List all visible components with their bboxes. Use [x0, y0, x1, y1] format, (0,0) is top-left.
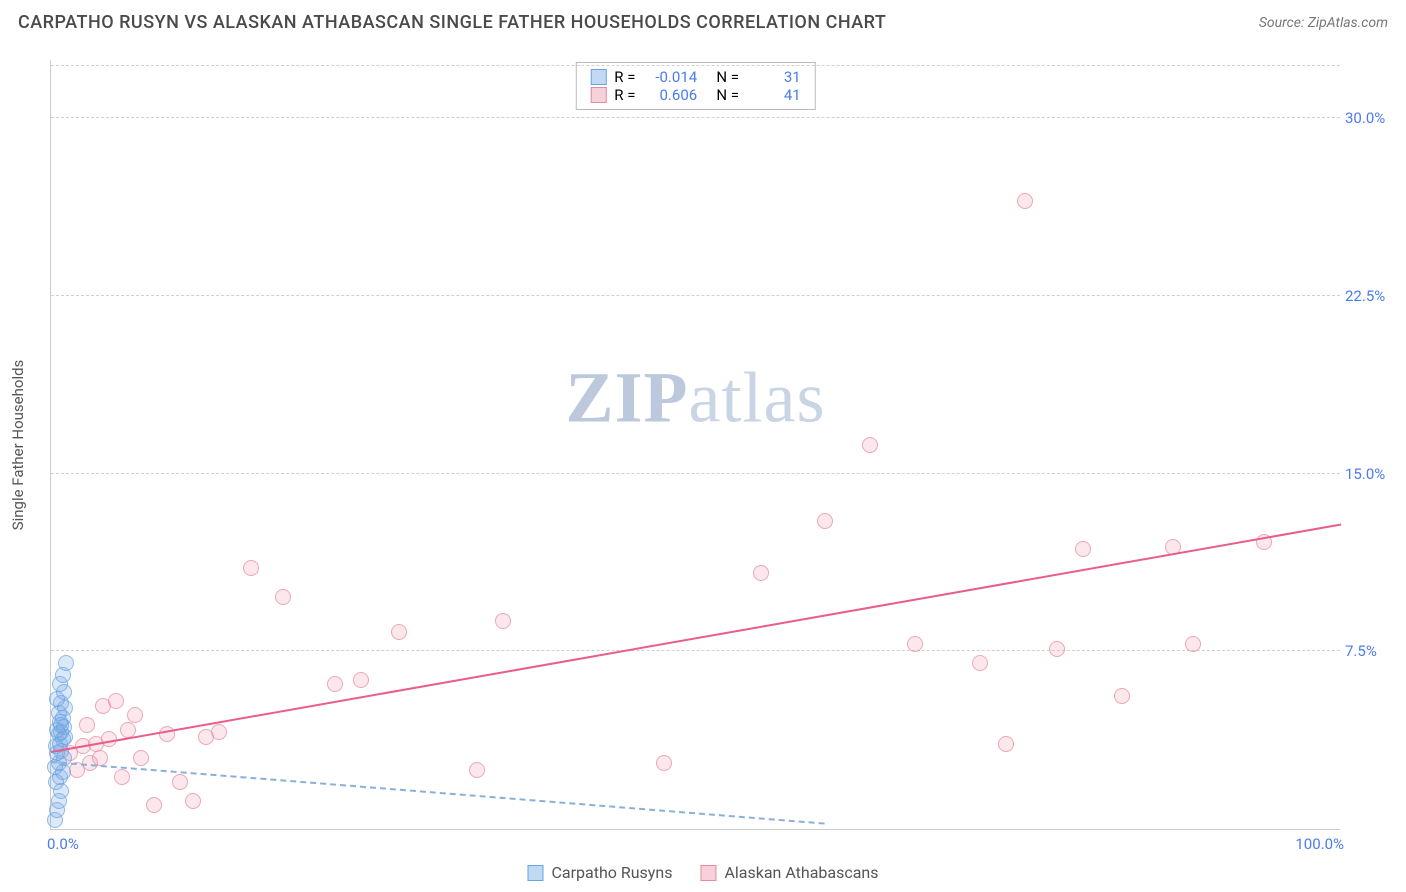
n-value: 41 [751, 86, 801, 104]
pink-point [79, 717, 95, 733]
pink-point [1075, 541, 1091, 557]
pink-point [327, 676, 343, 692]
pink-point [1114, 688, 1130, 704]
gridline [51, 65, 1340, 66]
pink-point [817, 513, 833, 529]
watermark-atlas: atlas [689, 358, 826, 438]
pink-point [211, 724, 227, 740]
pink-point [391, 624, 407, 640]
pink-trendline [51, 524, 1341, 753]
blue-point [58, 655, 74, 671]
pink-point [972, 655, 988, 671]
pink-point [114, 769, 130, 785]
n-value: 31 [751, 68, 801, 86]
pink-point [907, 636, 923, 652]
swatch-pink-icon [590, 87, 606, 103]
pink-point [275, 589, 291, 605]
pink-point [1049, 641, 1065, 657]
pink-point [1185, 636, 1201, 652]
x-tick-label: 100.0% [1295, 835, 1344, 853]
r-value: -0.014 [647, 68, 697, 86]
y-tick-label: 7.5% [1345, 642, 1400, 660]
y-tick-label: 30.0% [1345, 109, 1400, 127]
watermark: ZIPatlas [566, 357, 826, 440]
pink-point [133, 750, 149, 766]
legend-item-pink: Alaskan Athabascans [700, 863, 878, 882]
pink-point [185, 793, 201, 809]
pink-point [120, 722, 136, 738]
pink-point [172, 774, 188, 790]
pink-point [998, 736, 1014, 752]
pink-point [656, 755, 672, 771]
r-value: 0.606 [647, 86, 697, 104]
r-label: R = [614, 68, 639, 86]
legend-label: Alaskan Athabascans [724, 863, 878, 882]
chart-header: CARPATHO RUSYN VS ALASKAN ATHABASCAN SIN… [0, 0, 1406, 39]
legend: Carpatho Rusyns Alaskan Athabascans [527, 863, 878, 882]
gridline [51, 473, 1340, 474]
pink-point [108, 693, 124, 709]
swatch-blue-icon [527, 865, 543, 881]
stats-box: R = -0.014 N = 31 R = 0.606 N = 41 [575, 62, 815, 110]
legend-item-blue: Carpatho Rusyns [527, 863, 672, 882]
watermark-zip: ZIP [566, 358, 689, 438]
r-label: R = [614, 86, 639, 104]
n-label: N = [705, 68, 743, 86]
n-label: N = [705, 86, 743, 104]
stats-row-pink: R = 0.606 N = 41 [590, 86, 800, 104]
swatch-pink-icon [700, 865, 716, 881]
gridline [51, 117, 1340, 118]
gridline [51, 650, 1340, 651]
pink-point [495, 613, 511, 629]
y-axis-label: Single Father Households [9, 360, 27, 531]
pink-point [353, 672, 369, 688]
blue-trendline [51, 761, 825, 825]
gridline [51, 295, 1340, 296]
y-tick-label: 15.0% [1345, 465, 1400, 483]
blue-point [53, 717, 69, 733]
chart-area: Single Father Households ZIPatlas R = -0… [50, 60, 1340, 830]
swatch-blue-icon [590, 69, 606, 85]
pink-point [146, 797, 162, 813]
y-tick-label: 22.5% [1345, 287, 1400, 305]
pink-point [243, 560, 259, 576]
x-tick-label: 0.0% [47, 835, 79, 853]
scatter-plot: ZIPatlas R = -0.014 N = 31 R = 0.606 N =… [50, 60, 1340, 830]
pink-point [469, 762, 485, 778]
pink-point [753, 565, 769, 581]
chart-title: CARPATHO RUSYN VS ALASKAN ATHABASCAN SIN… [18, 12, 886, 33]
legend-label: Carpatho Rusyns [551, 863, 672, 882]
chart-source: Source: ZipAtlas.com [1259, 15, 1388, 31]
pink-point [862, 437, 878, 453]
pink-point [1017, 193, 1033, 209]
stats-row-blue: R = -0.014 N = 31 [590, 68, 800, 86]
